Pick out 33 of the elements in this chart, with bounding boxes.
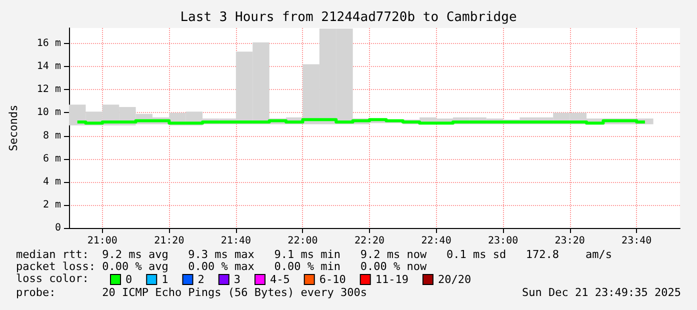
legend-label: 11-19	[375, 273, 408, 286]
text: packet loss: 0.00 % avg 0.00 % max 0.00 % min 0.00 % now	[16, 260, 427, 273]
legend-label: 20/20	[438, 273, 472, 286]
x-tick-label: 22:00	[288, 236, 318, 246]
x-tick-label: 23:00	[488, 236, 518, 246]
x-tick-label: 22:40	[421, 236, 452, 246]
y-tick-label: 6 m	[42, 153, 61, 164]
x-tick-label: 21:00	[87, 236, 118, 246]
legend-label: 1	[162, 273, 168, 286]
legend-label: 2	[198, 273, 204, 286]
y-tick-label: 10 m	[36, 107, 61, 118]
y-tick-label: 0	[54, 222, 61, 234]
text: Sun Dec 21 23:49:35 2025	[522, 286, 682, 299]
legend-label: 3	[234, 273, 240, 286]
y-tick-label: 2 m	[42, 199, 61, 210]
text: median rtt: 9.2 ms avg 9.3 ms max 9.1 ms min 9.2 ms now 0.1 ms sd 172.8 am/s	[16, 248, 612, 261]
legend-title: loss color:	[16, 272, 89, 285]
y-tick-label: 8 m	[42, 130, 61, 142]
y-tick-label: 4 m	[42, 176, 61, 188]
chart-title: Last 3 Hours from 21244ad7720b to Cambridge	[180, 10, 517, 25]
x-tick-label: 21:40	[220, 236, 252, 246]
legend-label: 4-5	[270, 273, 290, 286]
text: probe: 20 ICMP Echo Pings (56 Bytes) every 300s	[16, 286, 367, 299]
y-axis-title: Seconds	[7, 104, 20, 152]
y-tick-label: 14 m	[36, 61, 61, 72]
y-tick-label: 16 m	[36, 38, 61, 50]
x-tick-label: 21:20	[154, 236, 184, 246]
legend-label: 6-10	[319, 273, 346, 286]
legend-label: 0	[126, 273, 132, 286]
y-tick-label: 12 m	[36, 84, 61, 96]
x-tick-label: 22:20	[354, 236, 385, 246]
x-tick-label: 23:20	[554, 236, 585, 246]
x-tick-label: 23:40	[622, 236, 652, 246]
